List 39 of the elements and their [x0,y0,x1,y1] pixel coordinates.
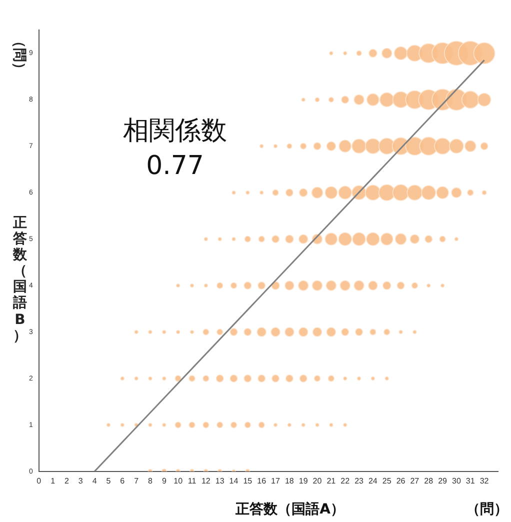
x-tick-label: 8 [148,476,154,486]
x-tick-label: 14 [229,476,239,486]
x-tick-label: 0 [36,476,42,486]
text: （問） [466,502,508,518]
x-tick-label: 16 [257,476,267,486]
x-tick-label: 2 [64,476,70,486]
y-axis-title: 正答数（国語B） [12,215,28,344]
x-tick-label: 12 [201,476,211,486]
x-tick-label: 30 [452,476,462,486]
x-tick-label: 11 [188,476,197,486]
x-tick-label: 28 [424,476,434,486]
x-tick-label: 3 [78,476,84,486]
x-tick-label: 18 [284,476,294,486]
annotation: 0.77 [146,150,204,181]
x-tick-label: 29 [438,476,448,486]
x-tick-label: 27 [410,476,420,486]
x-tick-label: 13 [215,476,225,486]
x-tick-label: 4 [92,476,98,486]
x-tick-label: 10 [174,476,184,486]
text: （問） [10,34,28,76]
x-axis-title: 正答数（国語A） [234,500,344,518]
annotation: 相関係数 [123,116,227,146]
x-tick-label: 32 [480,476,490,486]
x-tick-label: 17 [271,476,280,486]
x-tick-label: 9 [162,476,167,486]
x-tick-label: 24 [368,476,378,486]
x-tick-label: 31 [466,476,476,486]
x-tick-label: 7 [134,476,140,486]
x-tick-label: 25 [382,476,392,486]
x-tick-label: 21 [326,476,336,486]
x-tick-label: 22 [340,476,350,486]
x-tick-label: 23 [354,476,364,486]
x-tick-label: 19 [298,476,308,486]
x-tick-label: 1 [50,476,56,486]
x-tick-label: 5 [106,476,112,486]
x-tick-label: 20 [312,476,322,486]
x-tick-label: 6 [120,476,126,486]
x-tick-label: 26 [396,476,406,486]
x-tick-label: 15 [243,476,253,486]
